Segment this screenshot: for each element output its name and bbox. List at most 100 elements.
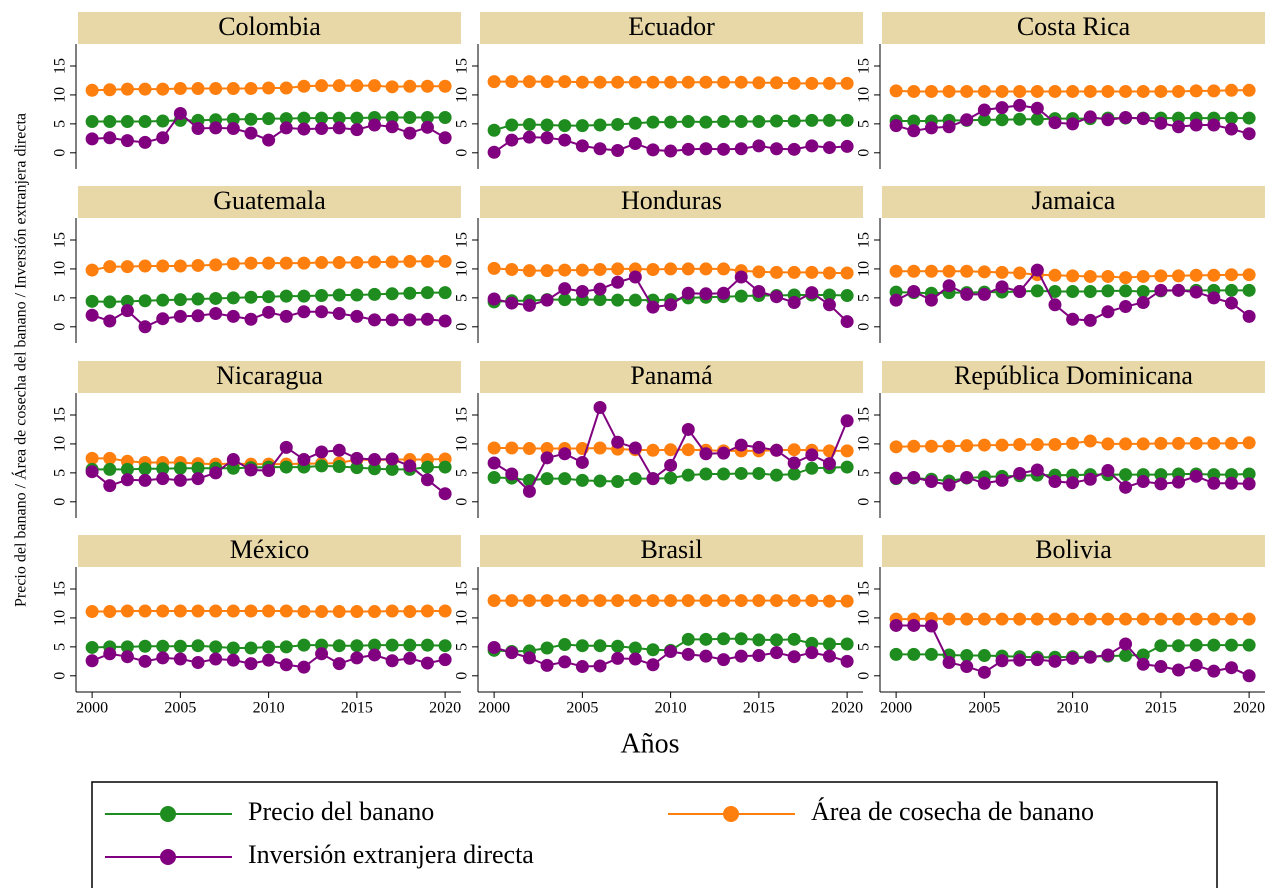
point (805, 636, 819, 650)
point (156, 639, 170, 653)
point (438, 604, 452, 618)
point (1083, 284, 1097, 298)
point (942, 655, 956, 669)
point (420, 120, 434, 134)
point (717, 594, 731, 608)
point (664, 471, 678, 485)
point (840, 76, 854, 90)
point (822, 266, 836, 280)
point (734, 142, 748, 156)
y-tick-label: 10 (52, 87, 69, 103)
point (942, 264, 956, 278)
point (244, 463, 258, 477)
point (1136, 475, 1150, 489)
point (1083, 650, 1097, 664)
y-tick-label: 15 (454, 58, 471, 74)
point (487, 145, 501, 159)
y-tick-label: 10 (454, 436, 471, 452)
point (226, 641, 240, 655)
y-tick-label: 15 (856, 581, 873, 597)
point (244, 657, 258, 671)
point (787, 295, 801, 309)
point (646, 594, 660, 608)
x-tick-label: 2005 (164, 700, 196, 717)
point (297, 305, 311, 319)
point (1136, 437, 1150, 451)
point (924, 264, 938, 278)
point (1030, 263, 1044, 277)
point (332, 79, 346, 93)
point (977, 103, 991, 117)
point (977, 665, 991, 679)
point (787, 265, 801, 279)
point (805, 76, 819, 90)
point (438, 653, 452, 667)
point (575, 75, 589, 89)
point (611, 475, 625, 489)
point (226, 112, 240, 126)
point (1154, 116, 1168, 130)
point (995, 654, 1009, 668)
point (332, 657, 346, 671)
point (1101, 113, 1115, 127)
point (840, 113, 854, 127)
point (942, 84, 956, 98)
point (209, 121, 223, 135)
point (85, 83, 99, 97)
point (1119, 437, 1133, 451)
point (1119, 649, 1133, 663)
point (226, 82, 240, 96)
point (1224, 661, 1238, 675)
point (734, 649, 748, 663)
point (368, 79, 382, 93)
point (995, 473, 1009, 487)
point (1172, 663, 1186, 677)
point (611, 594, 625, 608)
panel-strip (480, 361, 863, 393)
point (699, 467, 713, 481)
y-tick-label: 5 (856, 643, 873, 651)
point (173, 293, 187, 307)
point (385, 604, 399, 618)
point (1048, 475, 1062, 489)
point (752, 633, 766, 647)
point (822, 457, 836, 471)
point (156, 131, 170, 145)
point (138, 320, 152, 334)
point (1207, 664, 1221, 678)
point (505, 296, 519, 310)
point (226, 309, 240, 323)
point (1066, 84, 1080, 98)
point (646, 443, 660, 457)
point (191, 309, 205, 323)
point (368, 453, 382, 467)
y-tick-label: 10 (856, 87, 873, 103)
y-tick-label: 10 (52, 261, 69, 277)
point (1242, 268, 1256, 282)
point (297, 79, 311, 93)
point (995, 113, 1009, 127)
point (522, 651, 536, 665)
point (332, 443, 346, 457)
point (522, 298, 536, 312)
point (646, 115, 660, 129)
point (924, 121, 938, 135)
point (156, 651, 170, 665)
point (889, 119, 903, 133)
point (907, 84, 921, 98)
point (420, 254, 434, 268)
x-tick-label: 2010 (253, 700, 285, 717)
y-tick-label: 10 (856, 610, 873, 626)
legend-marker (160, 849, 176, 865)
point (664, 298, 678, 312)
point (1013, 438, 1027, 452)
point (1189, 268, 1203, 282)
point (752, 139, 766, 153)
point (138, 82, 152, 96)
point (540, 451, 554, 465)
point (350, 123, 364, 137)
point (403, 110, 417, 124)
point (522, 117, 536, 131)
point (977, 287, 991, 301)
point (734, 270, 748, 284)
